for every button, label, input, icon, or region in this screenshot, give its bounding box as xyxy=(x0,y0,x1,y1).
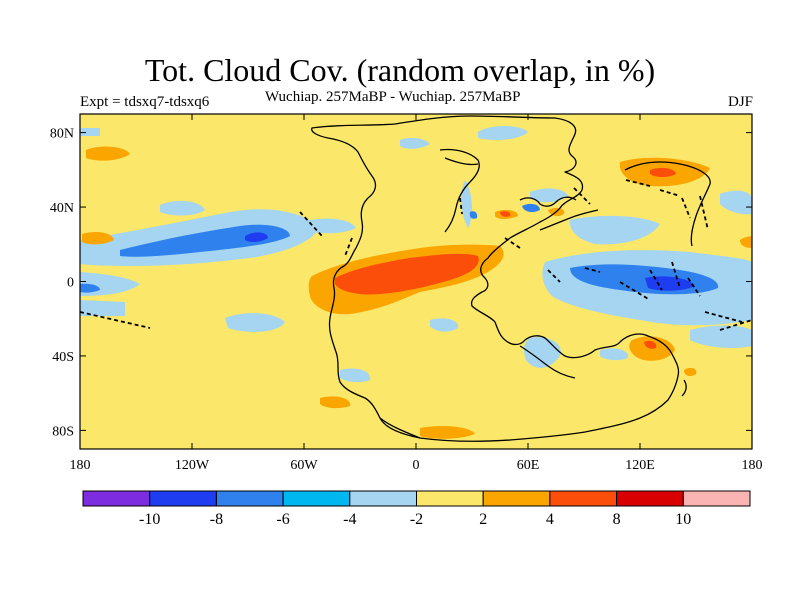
east-asia-coastline xyxy=(519,196,577,207)
colorbar-swatch xyxy=(482,490,551,507)
lat-tick-label: 80N xyxy=(50,127,74,142)
colorbar-swatch xyxy=(349,490,417,507)
colorbar-swatch xyxy=(416,490,484,507)
lat-tick-label: 40N xyxy=(50,201,74,216)
season-label: DJF xyxy=(727,94,753,110)
colorbar-label: 2 xyxy=(479,511,487,528)
colorbar-label: 8 xyxy=(613,511,621,528)
lon-tick-label: 120E xyxy=(625,458,655,473)
colorbar-label: -2 xyxy=(410,511,423,528)
colorbar-label: -8 xyxy=(210,511,223,528)
lat-tick-label: 40S xyxy=(52,350,74,365)
colorbar-label: -10 xyxy=(139,511,160,528)
colorbar-swatch xyxy=(682,490,751,507)
coastlines xyxy=(311,115,711,442)
colorbar-swatch xyxy=(549,490,618,507)
lon-tick-label: 60E xyxy=(517,458,540,473)
subtitle-label: Wuchiap. 257MaBP - Wuchiap. 257MaBP xyxy=(265,89,521,105)
antarctic-island-coastline xyxy=(519,345,576,379)
colorbar-label: 4 xyxy=(546,511,554,528)
colorbar-swatch xyxy=(82,490,151,507)
colorbar-swatch xyxy=(282,490,351,507)
colorbar-label: -4 xyxy=(343,511,356,528)
lon-tick-label: 120W xyxy=(175,458,210,473)
lon-tick-label: 0 xyxy=(413,458,420,473)
page-title: Tot. Cloud Cov. (random overlap, in %) xyxy=(144,52,656,88)
tethys-margin xyxy=(439,148,480,233)
colorbar-label: -6 xyxy=(276,511,289,528)
map-panel xyxy=(80,114,752,449)
colorbar-label: 10 xyxy=(675,511,691,528)
terrane-fragments xyxy=(80,179,752,331)
east-island-coastline xyxy=(681,379,687,397)
lat-ticks: 80N 40N 0 40S 80S xyxy=(50,127,752,439)
pangaea-coastline xyxy=(311,115,680,442)
colorbar-swatch xyxy=(149,490,217,507)
south-pangaea-coastline xyxy=(379,417,421,439)
experiment-label: Expt = tdsxq7-tdsxq6 xyxy=(80,94,210,110)
negative-strong-regions xyxy=(245,232,695,291)
positive-medium-regions xyxy=(335,167,676,349)
north-china-coastline xyxy=(624,161,711,247)
cimmeria-coastline xyxy=(539,209,599,231)
lat-tick-label: 80S xyxy=(52,424,74,439)
lat-tick-label: 0 xyxy=(67,276,74,291)
arctic-coastline xyxy=(444,157,479,166)
colorbar-swatch xyxy=(616,490,684,507)
colorbar-swatch xyxy=(215,490,284,507)
lon-tick-label: 180 xyxy=(742,458,763,473)
lon-tick-label: 180 xyxy=(70,458,91,473)
lon-ticks: 180 120W 60W 0 60E 120E 180 xyxy=(70,114,763,473)
lon-tick-label: 60W xyxy=(290,458,318,473)
colorbar: -10 -8 -6 -4 -2 2 4 8 10 xyxy=(82,490,751,528)
